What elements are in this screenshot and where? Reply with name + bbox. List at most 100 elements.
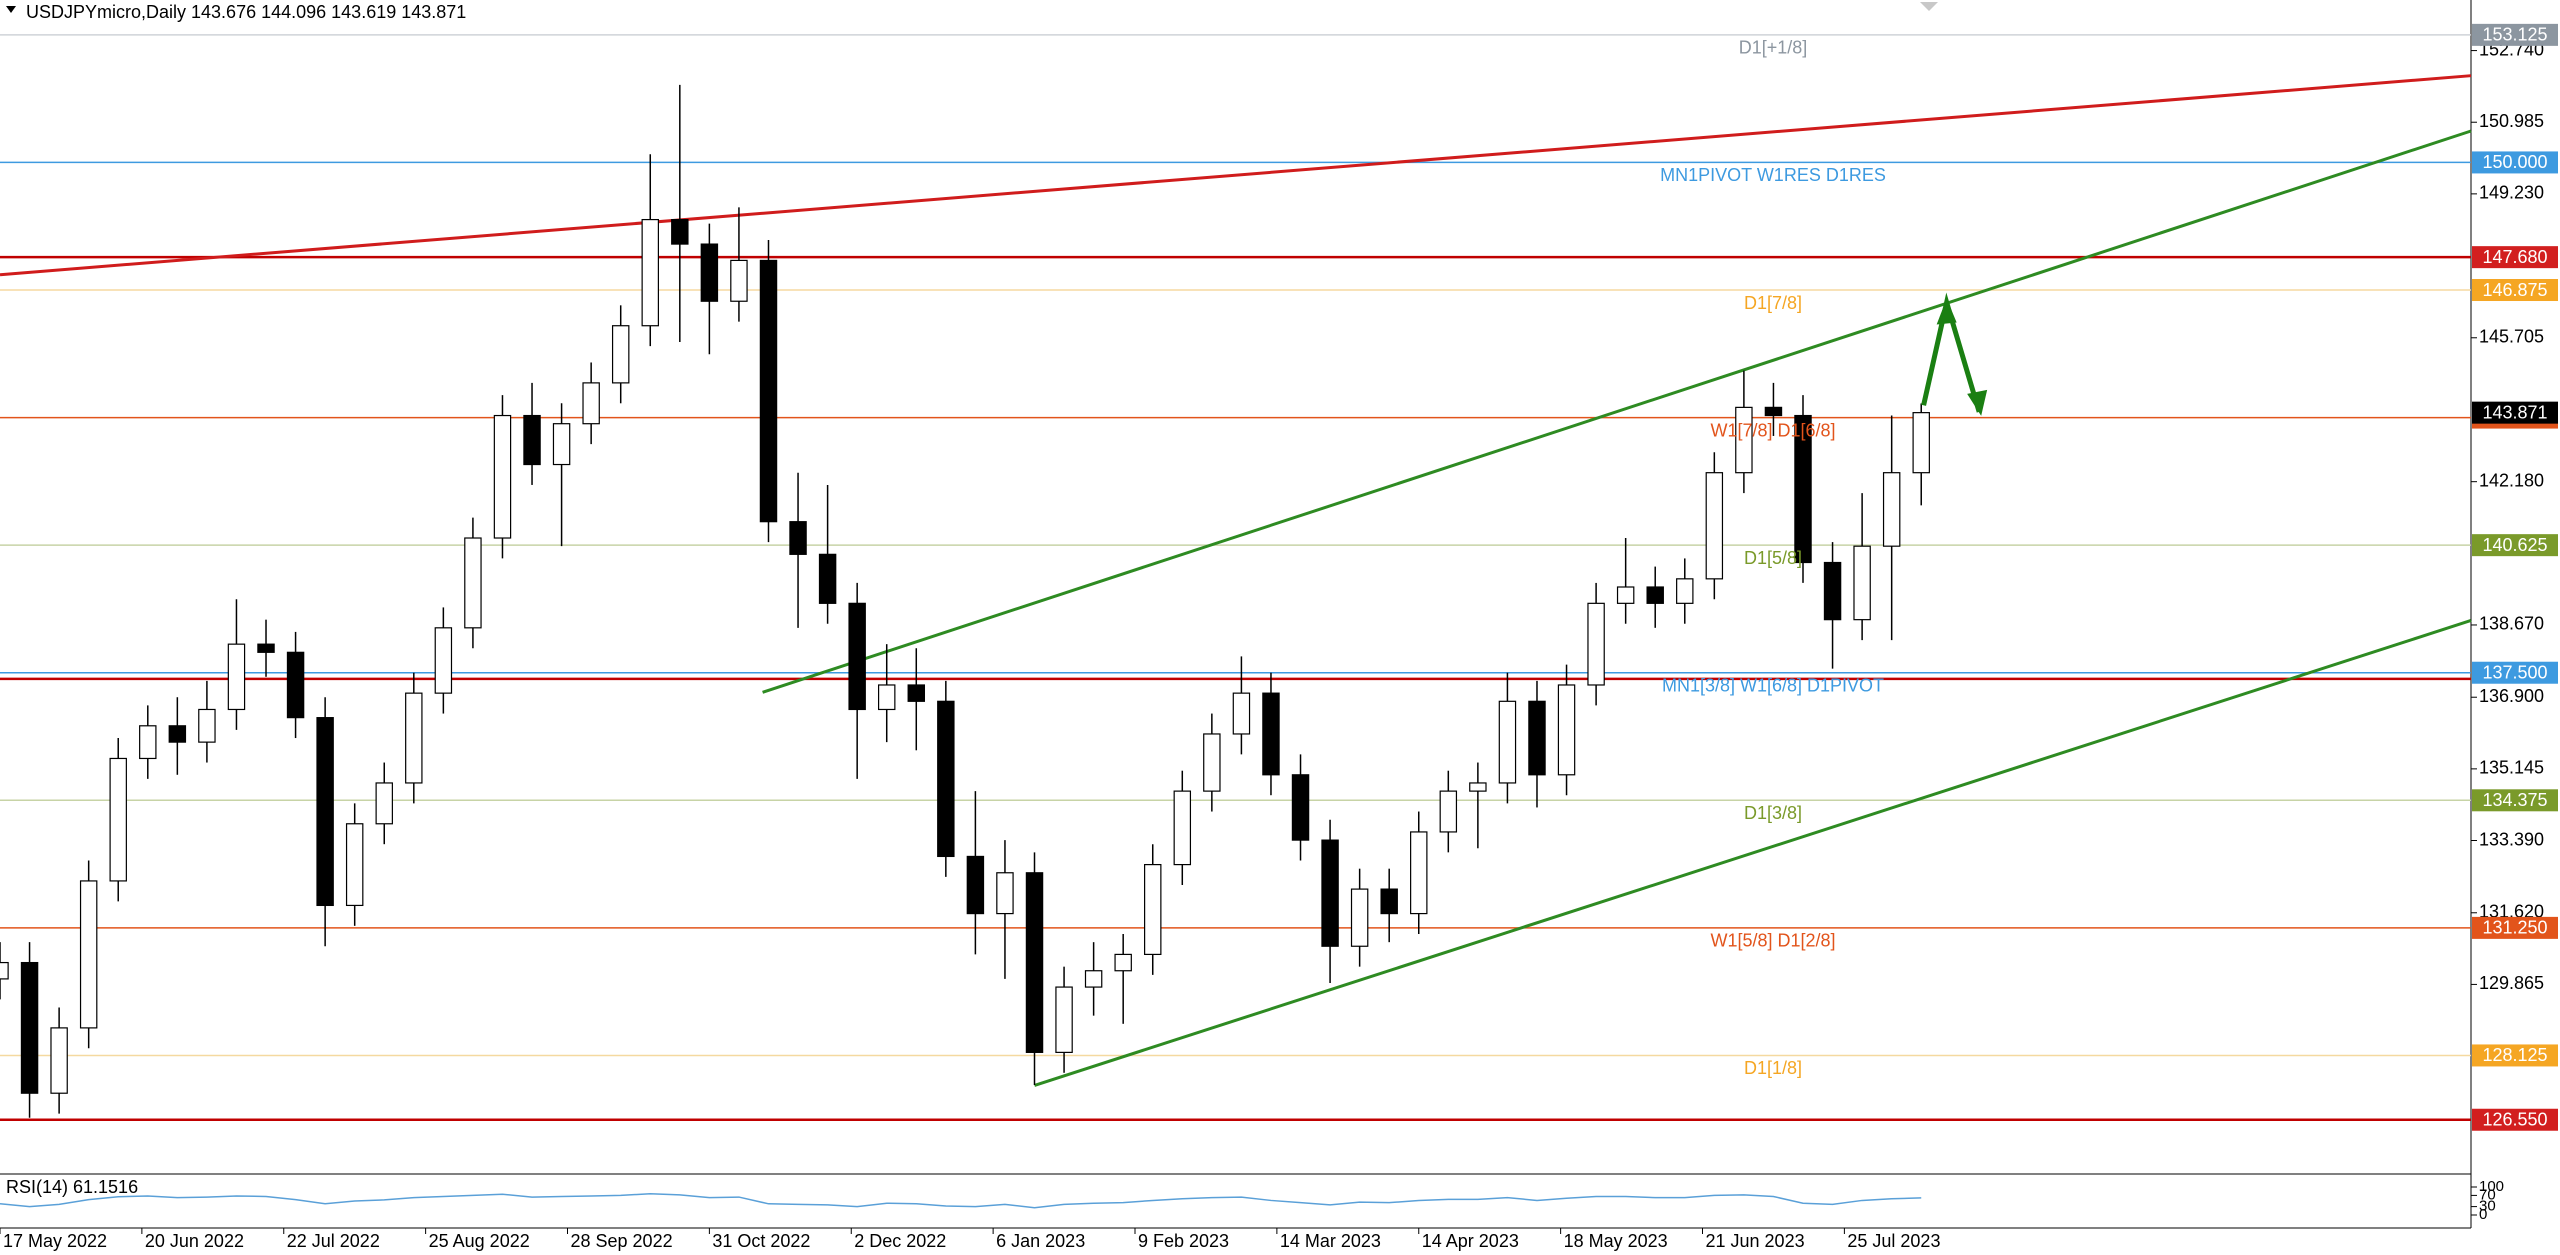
candle-body <box>1439 790 1458 833</box>
candle-body <box>1380 888 1398 915</box>
y-tick-label: 135.145 <box>2479 758 2544 778</box>
x-tick-label: 21 Jun 2023 <box>1706 1231 1805 1251</box>
candle-body <box>1498 700 1517 784</box>
x-tick-label: 25 Aug 2022 <box>429 1231 530 1251</box>
rsi-tick-label: 0 <box>2479 1206 2487 1223</box>
last-price: 143.871 <box>2482 402 2547 422</box>
candle-body <box>1616 586 1635 604</box>
candle-body <box>20 961 39 1094</box>
candle-body <box>79 880 98 1029</box>
x-tick-label: 6 Jan 2023 <box>996 1231 1085 1251</box>
candle-body <box>1676 578 1694 604</box>
candle-body <box>907 684 926 702</box>
candle-body <box>464 537 482 629</box>
candle-body <box>1764 406 1783 417</box>
level-price: 140.625 <box>2482 535 2547 555</box>
candle-body <box>345 823 364 907</box>
candle-body <box>1173 790 1192 866</box>
x-tick-label: 22 Jul 2022 <box>287 1231 380 1251</box>
level-box <box>2472 789 2558 812</box>
candle-body <box>198 708 216 743</box>
candle-body <box>50 1027 68 1094</box>
candle-body <box>1144 863 1162 956</box>
candle-body <box>1794 414 1812 564</box>
y-tick-label: 136.900 <box>2479 686 2544 706</box>
candle-body <box>1882 472 1901 547</box>
level-text: D1[5/8] <box>1744 548 1802 568</box>
x-tick-label: 14 Mar 2023 <box>1280 1231 1381 1251</box>
level-text: MN1PIVOT W1RES D1RES <box>1660 165 1886 185</box>
level-box <box>2472 1044 2558 1067</box>
level-price: 134.375 <box>2482 790 2547 810</box>
level-box <box>2472 661 2558 684</box>
candle-body <box>966 855 985 915</box>
level-price: 137.500 <box>2482 662 2547 682</box>
candle-body <box>1469 782 1487 792</box>
candle-body <box>1350 888 1369 947</box>
x-tick-label: 31 Oct 2022 <box>712 1231 810 1251</box>
candle-body <box>759 259 778 523</box>
candle-body <box>1912 412 1930 474</box>
x-tick-label: 2 Dec 2022 <box>854 1231 946 1251</box>
level-price: 150.000 <box>2482 152 2547 172</box>
candle-body <box>1203 733 1221 792</box>
candle-body <box>1262 692 1280 776</box>
last-price-box <box>2472 401 2558 424</box>
level-text: D1[3/8] <box>1744 803 1802 823</box>
candle-body <box>1321 839 1339 947</box>
arrow-head <box>1936 298 1957 325</box>
y-tick-label: 138.670 <box>2479 614 2544 634</box>
candle-body <box>671 218 689 245</box>
level-text: D1[+1/8] <box>1739 38 1808 58</box>
candle-body <box>1114 953 1132 972</box>
candle-body <box>1055 986 1073 1053</box>
level-text: D1[1/8] <box>1744 1058 1802 1078</box>
level-box <box>2472 916 2558 939</box>
level-box <box>2472 151 2558 174</box>
y-tick-label: 150.985 <box>2479 111 2544 131</box>
candle-body <box>700 243 719 302</box>
y-tick-label: 142.180 <box>2479 470 2544 490</box>
level-price: 128.125 <box>2482 1045 2547 1065</box>
y-tick-label: 145.705 <box>2479 327 2544 347</box>
candle-body <box>1557 684 1576 776</box>
y-tick-label: 129.865 <box>2479 973 2544 993</box>
level-price: 153.125 <box>2482 25 2547 45</box>
candle-body <box>1232 692 1251 735</box>
level-text: W1[7/8] D1[6/8] <box>1710 420 1835 440</box>
candle-body <box>1084 970 1103 988</box>
rsi-line <box>0 1192 1922 1209</box>
candle-body <box>996 872 1014 915</box>
rsi-tick-label: 100 <box>2479 1178 2504 1195</box>
candle-body <box>1587 602 1605 686</box>
candle-body <box>168 725 187 743</box>
x-tick-label: 18 May 2023 <box>1564 1231 1668 1251</box>
rsi-title: RSI(14) 61.1516 <box>6 1177 138 1197</box>
trendline <box>762 129 2472 694</box>
shift-marker <box>1920 2 1938 11</box>
candle-body <box>405 692 423 784</box>
level-text: W1[5/8] D1[2/8] <box>1710 931 1835 951</box>
x-tick-label: 25 Jul 2023 <box>1847 1231 1940 1251</box>
candle-body <box>641 218 659 327</box>
candle-body <box>789 521 807 555</box>
candle-body <box>523 414 541 466</box>
candle-body <box>257 643 275 653</box>
candle-body <box>375 782 393 825</box>
level-price: 131.250 <box>2482 918 2547 938</box>
rsi-tick-label: 70 <box>2479 1186 2496 1203</box>
candle-body <box>1735 406 1753 474</box>
candle-body <box>1528 700 1546 776</box>
level-box <box>2472 279 2558 302</box>
chart-title: USDJPYmicro,Daily 143.676 144.096 143.61… <box>26 2 466 22</box>
candle-body <box>1410 831 1428 915</box>
candle-body <box>0 961 9 980</box>
candle-body <box>1823 561 1842 621</box>
candle-body <box>848 602 866 711</box>
candle-body <box>1853 545 1871 621</box>
level-box <box>2472 534 2558 557</box>
candle-body <box>818 553 837 604</box>
candle-body <box>1646 586 1664 604</box>
